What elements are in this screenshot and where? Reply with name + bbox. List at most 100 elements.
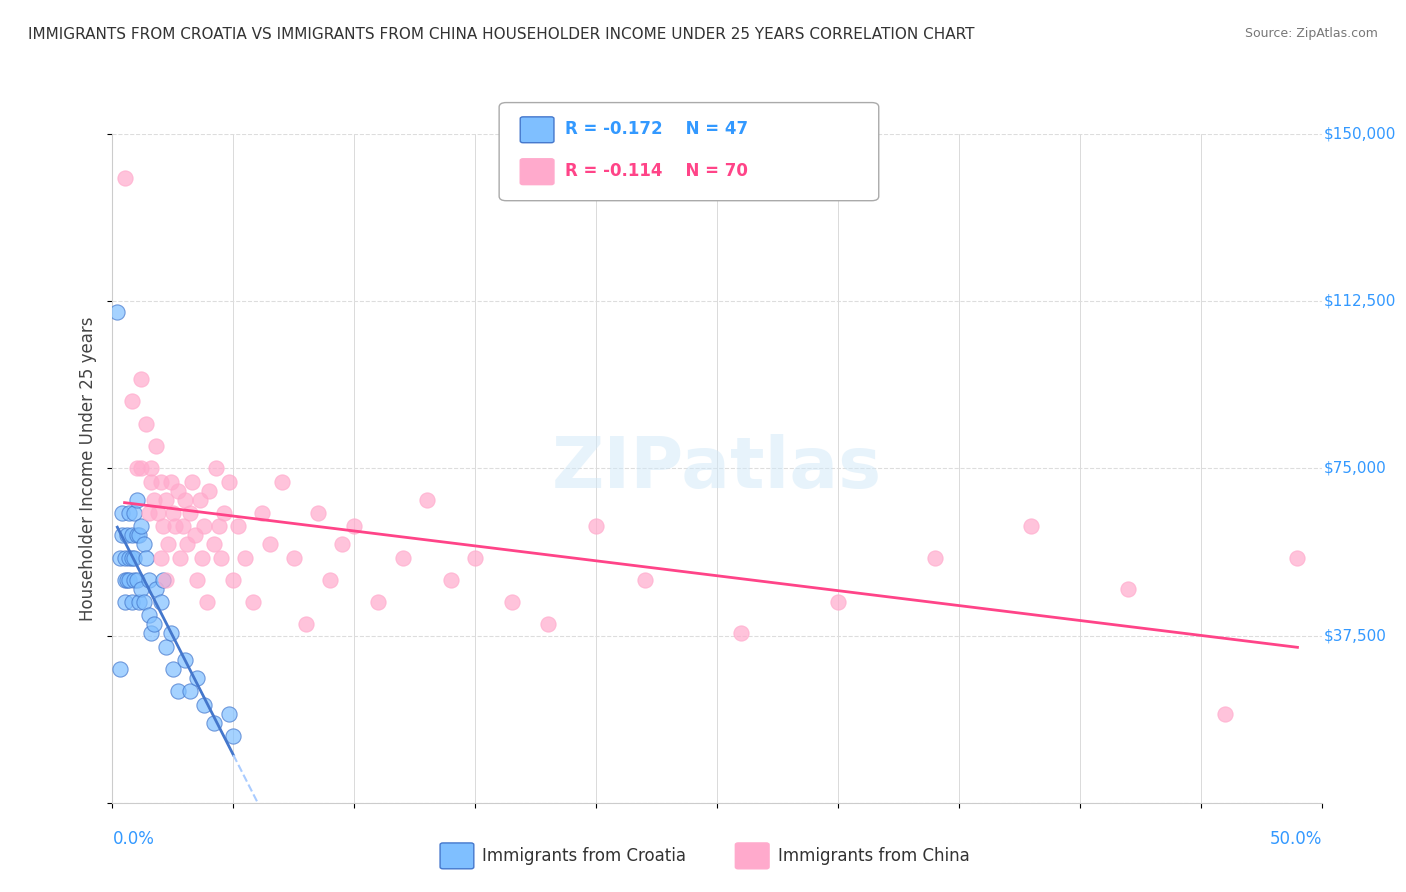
Point [142, 492, 165, 507]
Point [391, 550, 413, 565]
Text: $75,000: $75,000 [1324, 461, 1386, 475]
Point [142, 617, 165, 632]
Point [924, 550, 946, 565]
Point [198, 483, 221, 498]
Point [252, 506, 274, 520]
Point [135, 417, 157, 431]
Point [155, 573, 177, 587]
Point [202, 715, 225, 730]
Point [122, 506, 145, 520]
Text: IMMIGRANTS FROM CROATIA VS IMMIGRANTS FROM CHINA HOUSEHOLDER INCOME UNDER 25 YEA: IMMIGRANTS FROM CROATIA VS IMMIGRANTS FR… [28, 27, 974, 42]
Point [157, 537, 180, 551]
Point [128, 595, 150, 609]
Point [138, 573, 160, 587]
Point [128, 528, 150, 542]
Point [193, 698, 215, 712]
Point [141, 626, 163, 640]
Point [149, 550, 172, 565]
Point [155, 492, 177, 507]
Point [179, 684, 201, 698]
Point [114, 573, 136, 587]
Point [159, 475, 181, 489]
Point [111, 506, 134, 520]
Point [114, 550, 136, 565]
Point [114, 171, 136, 186]
Point [218, 706, 240, 721]
Point [152, 519, 174, 533]
Point [115, 573, 138, 587]
Point [131, 582, 153, 596]
Point [205, 461, 228, 475]
Point [367, 595, 389, 609]
Point [118, 506, 141, 520]
Point [730, 626, 752, 640]
Point [162, 506, 184, 520]
Point [259, 537, 281, 551]
Point [121, 528, 143, 542]
Point [141, 475, 163, 489]
Point [145, 582, 167, 596]
Point [218, 475, 240, 489]
Point [114, 595, 136, 609]
Point [186, 671, 208, 685]
Point [145, 439, 167, 453]
Point [242, 595, 264, 609]
Text: R = -0.172    N = 47: R = -0.172 N = 47 [565, 120, 748, 138]
Point [501, 595, 523, 609]
Point [174, 653, 197, 667]
Point [132, 537, 155, 551]
Point [416, 492, 439, 507]
Point [118, 550, 141, 565]
Point [1116, 582, 1139, 596]
Point [125, 492, 148, 507]
Point [208, 519, 231, 533]
Point [295, 617, 318, 632]
Point [125, 461, 148, 475]
Point [166, 483, 188, 498]
Point [537, 617, 560, 632]
Text: 50.0%: 50.0% [1270, 830, 1322, 847]
Point [135, 550, 157, 565]
Point [212, 506, 235, 520]
Point [270, 475, 292, 489]
Point [226, 519, 249, 533]
Point [235, 550, 257, 565]
Point [155, 640, 177, 654]
Point [166, 684, 188, 698]
Point [149, 475, 172, 489]
Point [152, 573, 174, 587]
Text: R = -0.114    N = 70: R = -0.114 N = 70 [565, 162, 748, 180]
Point [188, 492, 211, 507]
Point [222, 729, 245, 743]
Point [633, 573, 655, 587]
Point [181, 475, 204, 489]
Text: $112,500: $112,500 [1324, 293, 1396, 309]
Text: Immigrants from Croatia: Immigrants from Croatia [482, 847, 686, 865]
Point [141, 461, 163, 475]
Point [1021, 519, 1043, 533]
Point [132, 595, 155, 609]
Point [209, 550, 232, 565]
Y-axis label: Householder Income Under 25 years: Householder Income Under 25 years [79, 316, 97, 621]
Point [330, 537, 353, 551]
Point [174, 492, 197, 507]
Point [1286, 550, 1309, 565]
Point [131, 461, 153, 475]
Text: Source: ZipAtlas.com: Source: ZipAtlas.com [1244, 27, 1378, 40]
Point [319, 573, 342, 587]
Point [125, 528, 148, 542]
Text: 0.0%: 0.0% [112, 830, 155, 847]
Text: $37,500: $37,500 [1324, 628, 1386, 643]
Point [165, 519, 187, 533]
Point [585, 519, 607, 533]
Text: $150,000: $150,000 [1324, 127, 1396, 141]
Text: Immigrants from China: Immigrants from China [778, 847, 969, 865]
Point [179, 506, 201, 520]
Point [149, 595, 172, 609]
Point [138, 608, 160, 623]
Point [138, 506, 160, 520]
Point [307, 506, 329, 520]
Point [195, 595, 218, 609]
Point [121, 595, 143, 609]
Point [176, 537, 198, 551]
